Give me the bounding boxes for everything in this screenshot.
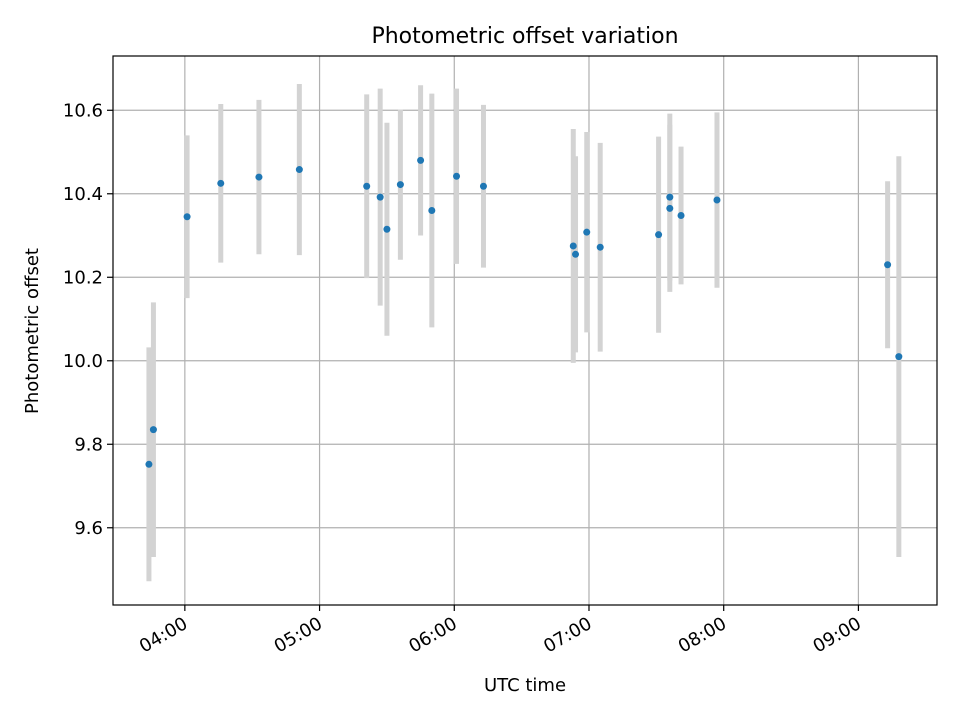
- data-point: [713, 196, 721, 204]
- y-axis-label: Photometric offset: [22, 248, 43, 414]
- data-point: [255, 173, 263, 181]
- data-point: [572, 250, 580, 258]
- y-tick-label: 9.8: [74, 434, 103, 455]
- data-point: [217, 179, 225, 187]
- data-point: [383, 225, 391, 233]
- y-tick-label: 10.6: [63, 100, 103, 121]
- data-point: [417, 156, 425, 164]
- data-points: [145, 156, 903, 468]
- data-point: [428, 206, 436, 214]
- data-point: [479, 182, 487, 190]
- data-point: [363, 182, 371, 190]
- data-point: [666, 204, 674, 212]
- data-point: [895, 353, 903, 361]
- y-tick-label: 10.0: [63, 351, 103, 372]
- data-point: [295, 166, 303, 174]
- data-point: [884, 261, 892, 269]
- y-tick-label: 10.4: [63, 184, 103, 205]
- data-point: [183, 213, 191, 221]
- data-point: [376, 193, 384, 201]
- y-tick-label: 9.6: [74, 518, 103, 539]
- y-tick-label: 10.2: [63, 267, 103, 288]
- data-point: [596, 243, 604, 251]
- data-point: [453, 172, 461, 180]
- data-point: [583, 228, 591, 236]
- data-point: [666, 193, 674, 201]
- plot-frame: [112, 55, 938, 606]
- data-point: [149, 426, 157, 434]
- data-point: [677, 211, 685, 219]
- data-point: [655, 231, 663, 239]
- x-axis-label: UTC time: [484, 675, 566, 696]
- data-point: [569, 242, 577, 250]
- y-axis-ticks: 9.6 9.8 10.0 10.2 10.4 10.6: [63, 100, 113, 539]
- chart-title: Photometric offset variation: [371, 24, 678, 49]
- data-point: [396, 181, 404, 189]
- data-point: [145, 460, 153, 468]
